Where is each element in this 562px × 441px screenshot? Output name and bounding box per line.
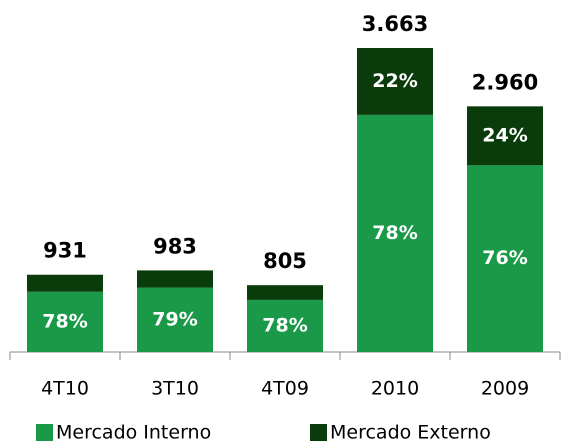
total-label: 805 [263,249,307,273]
bar-segment [247,299,323,352]
segment-label: 78% [42,310,87,332]
segment-label: 22% [372,70,417,92]
bar-segment [137,287,213,352]
total-label: 983 [153,234,197,258]
legend-label: Mercado Externo [330,422,491,441]
bar-segment [247,285,323,300]
total-label: 931 [43,239,87,263]
total-label: 3.663 [362,12,428,36]
segment-label: 79% [152,308,197,330]
x-tick-label: 4T10 [41,378,89,400]
bar-segment [467,106,543,166]
segment-label: 24% [482,124,527,146]
x-tick-label: 2009 [481,378,529,400]
legend-label: Mercado Interno [56,422,211,441]
bar-segment [27,274,103,292]
x-tick-label: 2010 [371,378,419,400]
x-tick-label: 3T10 [151,378,199,400]
bar-segment [357,114,433,352]
bar-segment [357,48,433,115]
total-label: 2.960 [472,70,538,94]
x-tick-label: 4T09 [261,378,309,400]
bar-segment [137,270,213,288]
segment-label: 76% [482,247,527,269]
bar-segment [467,165,543,352]
segment-label: 78% [262,314,307,336]
legend-swatch [310,424,327,441]
legend-swatch [36,424,53,441]
segment-label: 78% [372,222,417,244]
bar-segment [27,291,103,352]
